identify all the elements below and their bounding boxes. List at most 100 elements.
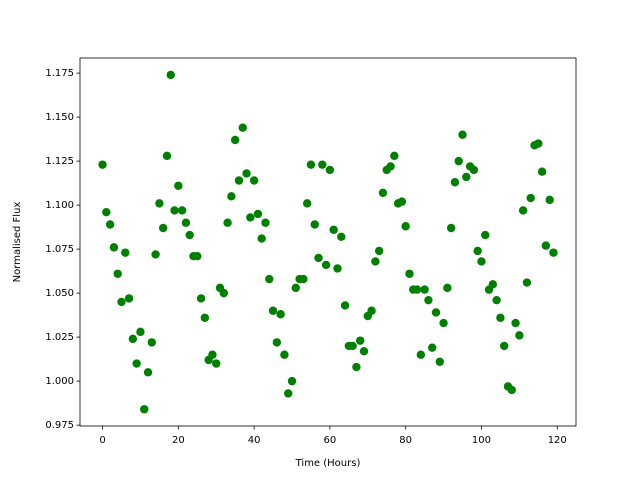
data-point [181,218,191,227]
data-point [537,167,547,176]
data-point [265,274,274,284]
data-point [458,130,467,139]
data-point [356,336,365,345]
data-point [174,181,183,190]
data-point [306,160,316,169]
plot-frame [79,57,577,427]
data-point [242,169,251,178]
data-point [318,160,327,169]
data-point [496,313,505,322]
data-point [390,151,399,161]
data-point [193,251,202,261]
data-point [117,297,126,307]
data-point [386,162,395,171]
data-point [155,199,164,208]
data-point [310,220,319,229]
data-point [158,223,168,233]
data-point [541,241,551,250]
y-tick-label: 1.125 [45,156,74,167]
y-tick-label: 1.050 [45,288,74,299]
data-point [109,243,119,252]
data-point [321,260,331,270]
data-point [166,70,175,80]
data-point [450,178,460,187]
data-point [170,206,179,215]
data-point [132,359,141,368]
data-point [276,310,285,319]
data-point [397,197,407,206]
data-point [443,283,452,293]
data-point [499,341,509,351]
y-tick-label: 1.100 [45,200,74,211]
data-point [477,257,486,266]
data-point [140,405,149,414]
data-point [287,376,297,386]
data-point [268,306,278,315]
data-point [261,218,270,227]
data-point [352,362,361,372]
data-point [325,165,335,175]
data-point [280,350,289,359]
data-point [435,357,444,366]
data-point [234,176,244,185]
data-point [340,301,350,310]
data-point [469,165,479,175]
x-tick-label: 40 [248,435,261,446]
x-axis-label: Time (Hours) [295,458,361,469]
y-tick-label: 1.150 [45,112,74,123]
data-point [374,246,384,256]
data-point [200,313,210,322]
data-point [526,193,535,203]
data-point [98,160,107,169]
data-point [227,192,236,201]
data-point [534,139,543,148]
data-point [105,220,115,229]
data-point [518,206,528,215]
x-tick-label: 100 [472,435,491,446]
data-point [511,318,520,328]
data-point [299,274,308,284]
data-point [230,135,240,145]
data-point [196,294,206,303]
data-point [515,331,524,340]
data-point [439,318,448,328]
data-point [272,338,282,347]
data-point [401,222,410,231]
data-point [337,232,346,242]
data-point [177,206,187,215]
data-point [420,285,429,294]
data-point [208,350,217,359]
data-point [454,156,463,166]
y-axis-label: Normalised Flux [12,202,23,283]
data-point [492,295,501,305]
data-point [416,350,426,359]
y-tick-label: 1.025 [45,332,74,343]
data-point [162,151,172,161]
data-point [424,295,433,305]
data-point [253,209,263,219]
data-point [128,334,138,344]
data-point [428,343,437,352]
data-point [185,230,194,240]
data-point [314,253,323,263]
data-point [143,368,153,377]
x-tick-label: 0 [99,435,105,446]
y-tick-label: 1.000 [45,376,74,387]
data-point [302,199,312,208]
x-tick-label: 60 [324,435,337,446]
data-point [481,230,490,240]
y-tick-label: 0.975 [45,420,74,431]
data-point [102,207,111,217]
data-point [329,225,338,234]
x-tick-label: 20 [172,435,185,446]
data-point [371,257,380,266]
data-point [212,359,221,368]
data-point [284,389,293,398]
x-tick-label: 80 [399,435,412,446]
data-point [246,213,255,222]
data-point [121,248,130,257]
data-point [219,288,228,298]
data-point [462,172,471,182]
